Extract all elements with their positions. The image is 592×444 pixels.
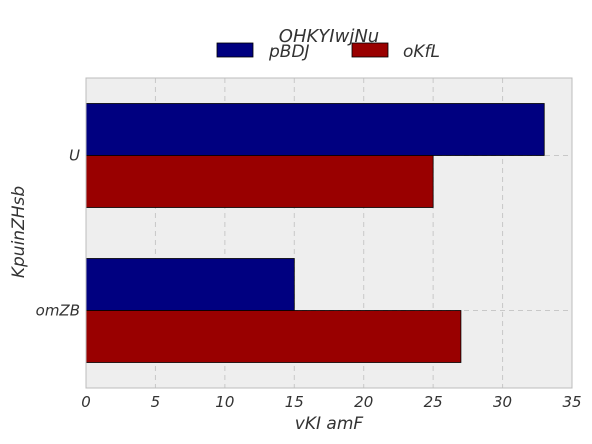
bars — [85, 103, 545, 363]
legend: OHKYIwjNu pBDJ oKfL — [216, 26, 440, 62]
x-tick-label-25: 25 — [424, 393, 443, 411]
legend-swatch-pBDJ — [216, 42, 254, 58]
plot-frame — [85, 77, 573, 389]
x-tick-label-30: 30 — [493, 393, 512, 411]
legend-title: OHKYIwjNu — [279, 26, 379, 47]
y-axis-label: KpuinZHsb — [9, 186, 29, 278]
bar-pBDJ-omZB — [85, 258, 295, 311]
x-tick-label-35: 35 — [562, 393, 581, 411]
x-tick-label-15: 15 — [285, 393, 304, 411]
x-axis-ticks: 0 5 10 15 20 25 30 35 — [81, 393, 581, 411]
y-tick-label-U: U — [69, 147, 80, 165]
bar-pBDJ-U — [85, 103, 545, 156]
legend-label-oKfL: oKfL — [403, 42, 440, 62]
bar-oKfL-U — [85, 155, 434, 208]
x-tick-label-5: 5 — [151, 393, 161, 411]
x-tick-label-0: 0 — [81, 393, 91, 411]
x-tick-label-20: 20 — [354, 393, 373, 411]
legend-swatch-oKfL — [351, 42, 389, 58]
x-axis-label: vKI amF — [295, 414, 364, 434]
x-tick-label-10: 10 — [215, 393, 234, 411]
legend-label-pBDJ: pBDJ — [268, 42, 310, 62]
bar-oKfL-omZB — [85, 310, 462, 363]
y-tick-label-omZB: omZB — [36, 302, 80, 320]
